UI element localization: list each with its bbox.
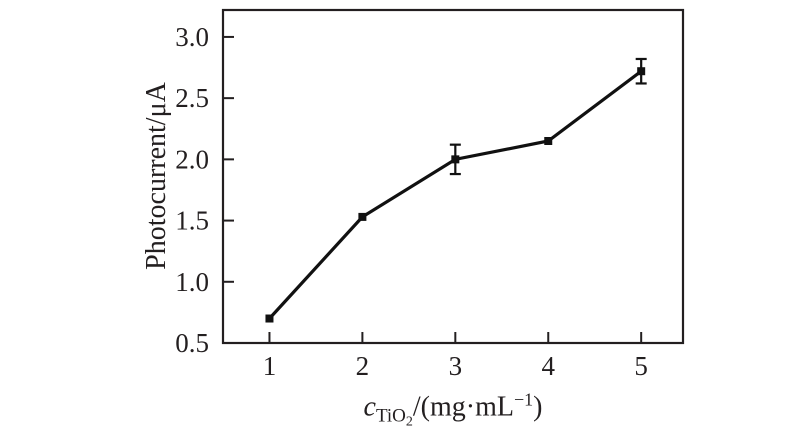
x-axis-label: cTiO2/(mg·mL−1) (364, 391, 543, 430)
x-axis-unit-exponent: −1 (514, 389, 534, 410)
x-axis-subsubscript: 2 (405, 414, 413, 430)
y-tick-label: 1.0 (175, 267, 209, 297)
x-axis-unit-pre: /(mg·mL (412, 391, 514, 423)
x-tick-label: 1 (263, 351, 277, 381)
x-tick-label: 3 (449, 351, 463, 381)
data-line (268, 69, 643, 320)
plot-frame (221, 8, 685, 345)
y-tick-label: 2.0 (175, 144, 209, 174)
x-axis-unit-post: ) (533, 391, 543, 423)
x-tick-label: 2 (356, 351, 370, 381)
data-point-marker (265, 314, 274, 323)
data-point-marker (544, 136, 553, 145)
data-point-marker (451, 155, 460, 164)
data-point-marker (358, 212, 367, 221)
x-axis-subscript: TiO2 (375, 405, 413, 430)
y-tick-label: 1.5 (175, 206, 209, 236)
x-tick-label: 4 (542, 351, 556, 381)
data-point-marker (637, 67, 646, 76)
y-axis-label: Photocurrent/μA (141, 82, 172, 270)
y-axis-label-text: Photocurrent/μA (141, 82, 172, 270)
x-axis-variable: c (363, 391, 376, 423)
x-tick-label: 5 (634, 351, 648, 381)
y-tick-label: 0.5 (175, 328, 209, 358)
y-tick-label: 2.5 (175, 83, 209, 113)
y-tick-label: 3.0 (175, 22, 209, 52)
